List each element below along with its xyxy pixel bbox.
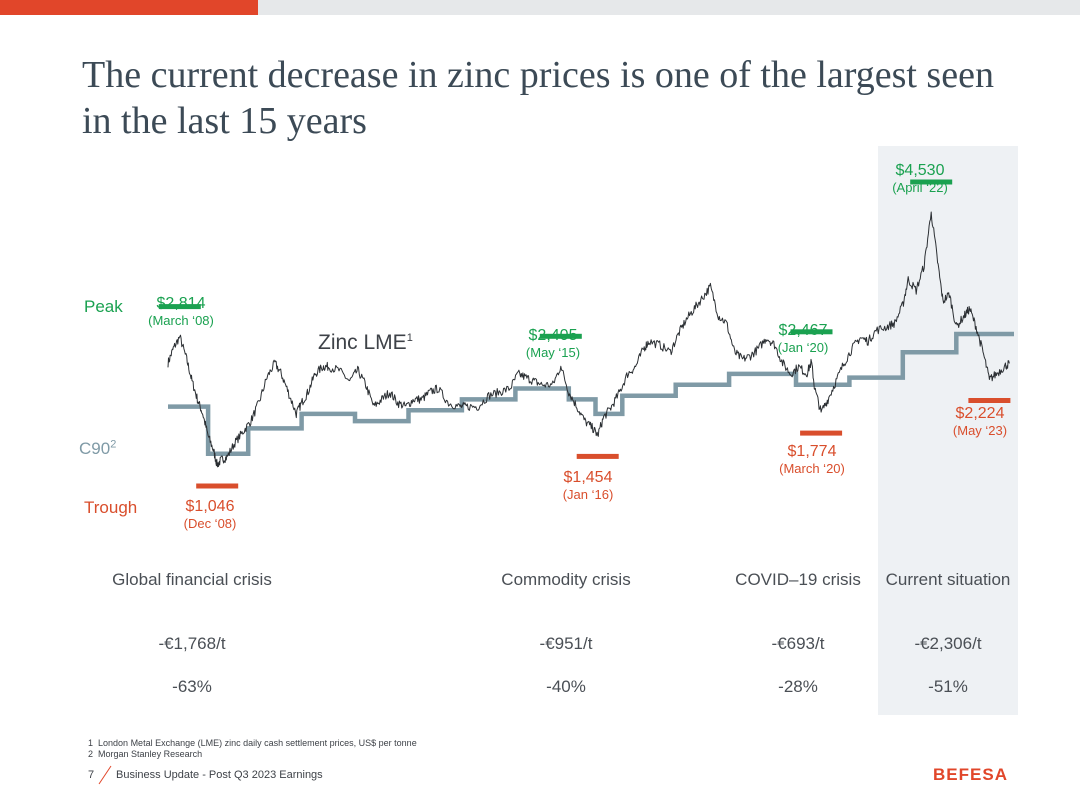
footer: 7 Business Update - Post Q3 2023 Earning… — [88, 765, 1008, 787]
trough-marker — [968, 398, 1011, 403]
trough-price-gfc: $1,046 — [185, 498, 235, 515]
peak-annotation-gfc: $2,814 (March ‘08) — [148, 295, 214, 329]
trough-date-current: (May ‘23) — [952, 423, 1008, 438]
peak-annotation-current: $4,530 (April ‘22) — [892, 162, 948, 196]
trough-annotation-commodity: $1,454 (Jan ‘16) — [563, 469, 614, 503]
crisis-decrease-pct: -40% — [546, 677, 586, 696]
befesa-logo: BEFESA — [933, 765, 1008, 784]
crisis-decrease-pct: -51% — [928, 677, 968, 696]
crisis-name: Global financial crisis — [112, 570, 272, 589]
c90-label-footnote: 2 — [110, 438, 117, 451]
zinc-lme-label-footnote: 1 — [406, 332, 413, 344]
page-number: 7 — [88, 769, 95, 781]
peak-annotation-covid: $2,467 (Jan ‘20) — [778, 322, 829, 356]
crisis-decrease-pct: -28% — [778, 677, 818, 696]
peak-marker — [158, 304, 201, 310]
zinc-lme-label-text: Zinc LME — [318, 331, 407, 354]
trough-marker — [800, 430, 843, 436]
peak-marker — [910, 179, 953, 185]
trough-date-covid: (March ‘20) — [779, 461, 845, 476]
peak-price-covid: $2,467 — [778, 322, 828, 339]
peak-date-covid: (Jan ‘20) — [777, 340, 829, 355]
trough-label: Trough — [84, 498, 138, 517]
crisis-decrease-abs: -€2,306/t — [914, 634, 982, 653]
trough-price-commodity: $1,454 — [563, 469, 613, 486]
trough-annotation-gfc: $1,046 (Dec ‘08) — [184, 498, 237, 532]
trough-date-gfc: (Dec ‘08) — [183, 516, 237, 531]
zinc-lme-label: Zinc LME1 — [318, 331, 413, 355]
slash-divider-icon — [98, 765, 112, 785]
footer-text: Business Update - Post Q3 2023 Earnings — [116, 769, 323, 781]
crisis-decrease-abs: -€951/t — [539, 634, 593, 653]
peak-trough-markers — [158, 179, 1011, 489]
peak-price-gfc: $2,814 — [156, 295, 206, 312]
crisis-name: COVID–19 crisis — [735, 570, 861, 589]
page-title: The current decrease in zinc prices is o… — [82, 54, 994, 142]
trough-annotation-covid: $1,774 (March ‘20) — [779, 443, 845, 477]
footnote-number: 1 — [88, 738, 94, 748]
crisis-name: Commodity crisis — [501, 570, 631, 589]
footnotes: 1 London Metal Exchange (LME) zinc daily… — [88, 738, 417, 760]
footnote-2: 2 Morgan Stanley Research — [88, 749, 417, 760]
peak-date-gfc: (March ‘08) — [148, 313, 214, 328]
trough-date-commodity: (Jan ‘16) — [562, 487, 614, 502]
current-situation-highlight — [878, 146, 1018, 715]
peak-marker — [790, 329, 833, 335]
trough-marker — [196, 483, 239, 489]
top-bar — [0, 0, 1080, 15]
trough-annotation-current: $2,224 (May ‘23) — [953, 405, 1007, 439]
peak-annotation-commodity: $2,405 (May ‘15) — [526, 327, 580, 361]
zinc-lme-line — [167, 211, 1010, 468]
footnote-number: 2 — [88, 749, 94, 759]
crisis-decrease-abs: -€693/t — [771, 634, 825, 653]
footnote-1: 1 London Metal Exchange (LME) zinc daily… — [88, 738, 417, 749]
peak-date-commodity: (May ‘15) — [525, 345, 581, 360]
trough-price-covid: $1,774 — [787, 443, 837, 460]
footnote-text: London Metal Exchange (LME) zinc daily c… — [98, 738, 417, 748]
c90-label-text: C90 — [79, 439, 111, 458]
peak-price-commodity: $2,405 — [528, 327, 578, 344]
top-accent-bar — [0, 0, 258, 15]
crisis-name: Current situation — [885, 570, 1011, 589]
trough-marker — [576, 453, 619, 459]
trough-price-current: $2,224 — [955, 405, 1005, 422]
crisis-decrease-abs: -€1,768/t — [158, 634, 226, 653]
footnote-text: Morgan Stanley Research — [98, 749, 203, 759]
peak-label: Peak — [84, 297, 123, 316]
c90-label: C902 — [79, 439, 116, 459]
peak-marker — [539, 333, 582, 339]
c90-step-line — [168, 331, 1014, 457]
peak-date-current: (April ‘22) — [892, 180, 948, 195]
crisis-decrease-pct: -63% — [172, 677, 212, 696]
peak-price-current: $4,530 — [895, 162, 945, 179]
